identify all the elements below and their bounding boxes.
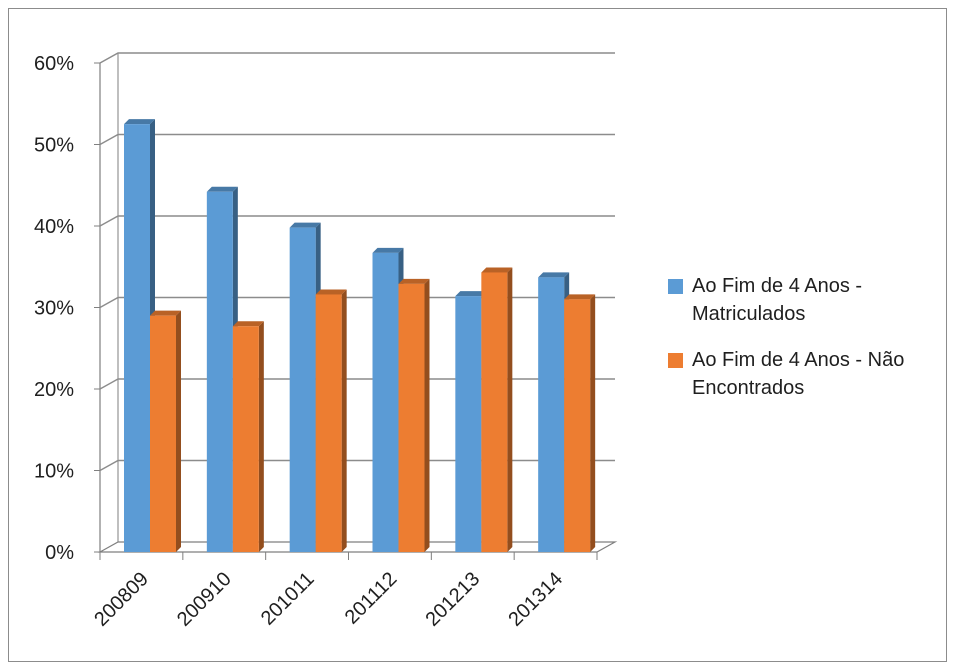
bar-201011-series-1: [289, 227, 316, 552]
legend-swatch-matriculados: [668, 279, 683, 294]
bar-201112-series-2: [398, 283, 425, 552]
bar-201314-series-2: [564, 299, 591, 552]
gridline: [99, 215, 615, 227]
y-tick-label: 50%: [34, 135, 74, 157]
bar-top: [206, 186, 238, 192]
bar-200910-series-1: [206, 191, 233, 552]
bar-top: [150, 310, 181, 316]
bar-top: [315, 289, 347, 295]
bar-top: [564, 294, 596, 300]
bar-side: [176, 310, 181, 552]
gridlines: [99, 52, 615, 472]
x-tick-label: 201011: [257, 568, 319, 630]
bar-side: [590, 294, 596, 552]
x-tick-label: 200910: [173, 568, 236, 631]
bar-201112-series-1: [372, 252, 399, 552]
bar-top: [289, 222, 321, 228]
bar-201213-series-1: [455, 296, 482, 552]
x-tick-label: 201112: [341, 568, 402, 629]
bar-side: [507, 267, 513, 552]
legend: Ao Fim de 4 Anos - Matriculados Ao Fim d…: [668, 272, 948, 420]
y-tick-label: 60%: [34, 53, 74, 75]
legend-swatch-nao-encontrados: [668, 353, 683, 368]
bar-201213-series-2: [481, 272, 508, 552]
y-tick-label: 0%: [45, 542, 74, 564]
y-axis-ticks: 0% 10% 20% 30% 40% 50% 60%: [34, 53, 100, 564]
bar-201314-series-1: [538, 277, 565, 552]
bar-201011-series-2: [315, 294, 342, 552]
bars: [124, 119, 596, 552]
x-axis-ticks: 200809 200910 201011 201112 201213 201314: [90, 552, 598, 631]
legend-label-matriculados: Ao Fim de 4 Anos - Matriculados: [692, 275, 863, 325]
y-tick-label: 20%: [34, 379, 74, 401]
legend-item-nao-encontrados: Ao Fim de 4 Anos - Não Encontrados: [668, 346, 948, 402]
legend-label-nao-encontrados: Ao Fim de 4 Anos - Não Encontrados: [692, 349, 905, 399]
y-tick-label: 40%: [34, 216, 74, 238]
bar-top: [124, 119, 155, 125]
gridline: [99, 296, 615, 309]
bar-top: [398, 278, 430, 284]
x-tick-label: 201314: [504, 568, 567, 631]
gridline: [99, 133, 615, 146]
bar-200910-series-2: [232, 326, 259, 552]
y-tick-label: 10%: [34, 461, 74, 483]
bar-top: [455, 291, 487, 297]
bar-top: [372, 247, 404, 253]
bar-side: [424, 278, 430, 552]
bar-200809-series-2: [150, 315, 176, 552]
x-tick-label: 200809: [90, 568, 153, 631]
gridline: [99, 52, 615, 64]
bar-top: [538, 272, 570, 278]
bar-top: [481, 267, 513, 273]
bar-top: [232, 321, 264, 327]
x-tick-label: 201213: [422, 568, 485, 631]
bar-side: [258, 321, 264, 552]
gridline: [99, 378, 615, 390]
gridline: [99, 459, 615, 472]
legend-item-matriculados: Ao Fim de 4 Anos - Matriculados: [668, 272, 948, 328]
y-tick-label: 30%: [34, 298, 74, 320]
bar-side: [341, 289, 347, 552]
bar-200809-series-1: [124, 124, 150, 552]
